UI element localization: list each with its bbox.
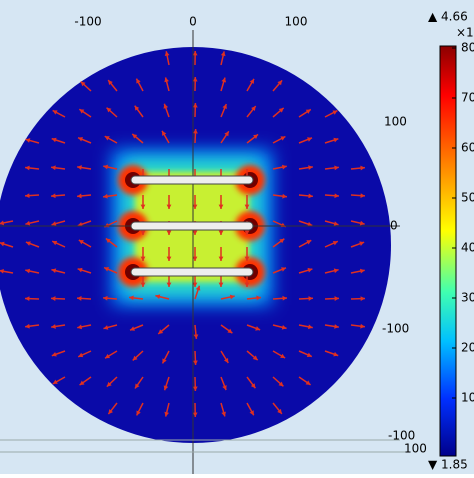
colorbar (440, 46, 456, 456)
tick-label: 100 (384, 115, 407, 129)
tick-label: -100 (74, 15, 101, 29)
tick-label: -100 (382, 322, 409, 336)
colorbar-tick-label: 70 (461, 91, 474, 105)
colorbar-tick-label: 40 (461, 241, 474, 255)
colorbar-tick-label: 10 (461, 391, 474, 405)
tick-label: -100 (388, 429, 415, 443)
min-label: 1.85 (441, 458, 468, 472)
tick-label: 100 (404, 442, 427, 456)
tick-label: 100 (285, 15, 308, 29)
electrode (131, 222, 253, 230)
electrode (131, 268, 253, 276)
tick-label: 0 (189, 15, 197, 29)
max-marker: ▲ (428, 10, 438, 24)
colorbar-tick-label: 20 (461, 341, 474, 355)
colorbar-tick-label: 30 (461, 291, 474, 305)
tick-label: 0 (390, 219, 398, 233)
colorbar-tick-label: 50 (461, 191, 474, 205)
min-marker: ▼ (428, 458, 438, 472)
max-label: 4.66 (441, 10, 468, 24)
colorbar-tick-label: 60 (461, 141, 474, 155)
exponent: ×10 (456, 26, 474, 40)
colorbar-tick-label: 80 (461, 41, 474, 55)
electrode (131, 176, 253, 184)
